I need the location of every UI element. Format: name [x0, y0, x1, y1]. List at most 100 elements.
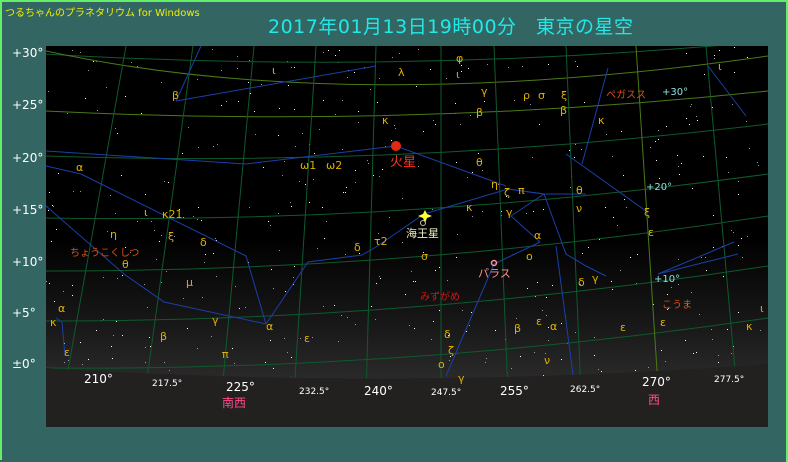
star [271, 269, 272, 270]
star [466, 331, 467, 332]
star [727, 329, 728, 330]
star [714, 58, 715, 59]
star [239, 308, 240, 309]
star [56, 229, 57, 230]
star [537, 282, 538, 283]
star [213, 253, 214, 254]
star [48, 91, 49, 92]
star-label: α [266, 320, 273, 333]
star [291, 206, 292, 207]
star [182, 153, 183, 154]
star [448, 335, 449, 336]
right-ascension-line [145, 46, 194, 387]
star [584, 102, 585, 103]
declination-line [46, 46, 719, 63]
azimuth-label: 277.5° [714, 375, 744, 385]
star [115, 128, 116, 129]
star [511, 368, 512, 369]
star [335, 55, 336, 56]
star-label: ξ [561, 89, 567, 102]
star [734, 72, 735, 73]
star [542, 310, 543, 311]
star [666, 126, 667, 127]
star [278, 213, 279, 214]
star [328, 50, 329, 51]
star [471, 312, 472, 313]
pallas-icon[interactable] [490, 259, 498, 267]
dec-label: +15° [12, 203, 44, 217]
star [621, 131, 622, 132]
star [712, 107, 713, 108]
star [245, 307, 246, 308]
star [439, 267, 440, 268]
star [125, 96, 126, 97]
constellation-line [46, 165, 267, 325]
star [679, 174, 680, 175]
star-label: ω2 [326, 159, 342, 172]
star [305, 184, 306, 185]
azimuth-label: 270° [642, 375, 671, 389]
star [216, 240, 217, 241]
mars-icon[interactable] [391, 141, 401, 151]
star [335, 114, 336, 115]
star [678, 284, 679, 285]
star-label: κ [382, 114, 389, 127]
star [478, 153, 479, 154]
star [250, 93, 251, 94]
star [254, 111, 255, 112]
star [738, 245, 739, 246]
star-label: β [560, 104, 567, 117]
star [747, 236, 748, 237]
star [532, 157, 533, 158]
star [291, 67, 292, 68]
star [472, 216, 473, 217]
star [164, 181, 165, 182]
neptune-icon[interactable] [418, 210, 432, 223]
star [166, 271, 167, 272]
star [435, 124, 436, 125]
star [204, 262, 205, 263]
star [402, 242, 403, 243]
star [338, 341, 339, 342]
star [150, 346, 151, 347]
star [370, 89, 371, 90]
constellation-line [510, 193, 545, 243]
star [416, 86, 417, 87]
star [678, 166, 679, 167]
star [205, 254, 206, 255]
star [527, 288, 528, 289]
star-label: ε [648, 226, 654, 239]
star-label: α [550, 320, 557, 333]
star [379, 176, 380, 177]
star [317, 248, 318, 249]
star [159, 241, 160, 242]
star [234, 363, 235, 364]
star [103, 277, 104, 278]
star [460, 124, 461, 125]
star [626, 207, 627, 208]
star [379, 78, 380, 79]
constellation-line [46, 145, 507, 187]
star [367, 160, 368, 161]
star [391, 140, 392, 141]
star [110, 195, 111, 196]
star [290, 202, 291, 203]
star [273, 288, 274, 289]
star [111, 346, 112, 347]
star-label: β [160, 330, 167, 343]
star-label: ο [438, 358, 445, 371]
star [197, 348, 198, 349]
star [373, 175, 374, 176]
star [456, 162, 457, 163]
star [130, 252, 131, 253]
star [648, 367, 649, 368]
app-title: つるちゃんのプラネタリウム for Windows [5, 8, 200, 19]
star [211, 336, 212, 337]
star [728, 172, 729, 173]
star [650, 147, 651, 148]
dec-label: +5° [12, 306, 36, 320]
star [605, 207, 606, 208]
star [284, 338, 285, 339]
direction-west: 西 [648, 393, 660, 407]
